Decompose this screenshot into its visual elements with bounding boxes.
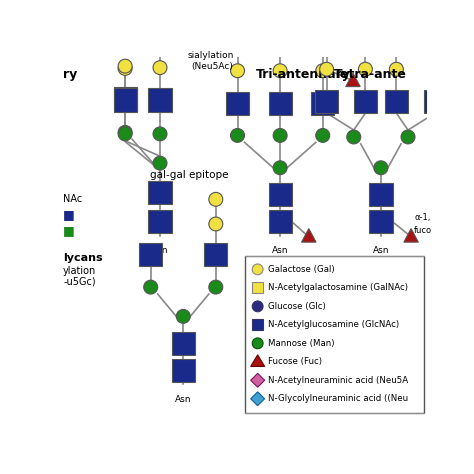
Text: Asn: Asn — [175, 395, 191, 404]
Bar — [369, 210, 392, 233]
Circle shape — [273, 128, 287, 142]
Text: ■: ■ — [63, 224, 75, 237]
Circle shape — [153, 127, 167, 141]
Text: ylation: ylation — [63, 266, 96, 276]
Circle shape — [316, 64, 330, 78]
Circle shape — [144, 280, 158, 294]
Circle shape — [209, 280, 223, 294]
Circle shape — [319, 62, 334, 76]
Circle shape — [401, 130, 415, 144]
Circle shape — [273, 161, 287, 175]
Polygon shape — [427, 34, 444, 51]
Text: ■: ■ — [63, 208, 75, 221]
Bar — [315, 90, 338, 113]
Circle shape — [118, 127, 132, 141]
Text: N-Acetylgalactosamine (GalNAc): N-Acetylgalactosamine (GalNAc) — [268, 283, 409, 292]
Circle shape — [118, 126, 132, 139]
Bar — [245, 255, 423, 413]
Polygon shape — [301, 228, 316, 242]
Text: N-Acetylglucosamine (GlcNAc): N-Acetylglucosamine (GlcNAc) — [268, 320, 400, 329]
Bar — [172, 332, 195, 355]
Bar — [369, 183, 392, 206]
Bar — [423, 90, 447, 113]
Bar — [354, 90, 377, 113]
Circle shape — [316, 36, 330, 50]
Text: sialylation: sialylation — [187, 51, 234, 60]
Circle shape — [273, 64, 287, 78]
Circle shape — [428, 62, 442, 76]
Circle shape — [209, 192, 223, 206]
Circle shape — [209, 217, 223, 231]
Text: Asn: Asn — [373, 246, 389, 255]
Bar — [268, 183, 292, 206]
Bar — [148, 210, 172, 233]
Bar — [148, 24, 172, 47]
Text: N-Glycolylneuraminic acid ((Neu: N-Glycolylneuraminic acid ((Neu — [268, 394, 409, 403]
Text: Tri-antennary: Tri-antennary — [256, 68, 351, 82]
Bar — [252, 319, 263, 330]
Bar — [113, 87, 137, 110]
Bar — [385, 90, 408, 113]
Bar — [226, 91, 249, 115]
Bar — [204, 243, 228, 266]
Circle shape — [252, 301, 263, 312]
Polygon shape — [314, 8, 331, 25]
Polygon shape — [251, 392, 264, 406]
Text: lycans: lycans — [63, 253, 103, 263]
Text: -u5Gc): -u5Gc) — [63, 276, 96, 286]
Text: Asn: Asn — [272, 246, 288, 255]
Bar — [172, 359, 195, 382]
Circle shape — [230, 64, 245, 78]
Circle shape — [390, 62, 403, 76]
Circle shape — [176, 310, 190, 323]
Text: Fucose (Fuc): Fucose (Fuc) — [268, 357, 322, 366]
Circle shape — [230, 128, 245, 142]
Polygon shape — [272, 36, 289, 52]
Circle shape — [153, 0, 167, 10]
Text: N-Acetylneuraminic acid (Neu5A: N-Acetylneuraminic acid (Neu5A — [268, 376, 409, 385]
Text: Tetra-ante: Tetra-ante — [334, 68, 407, 82]
Circle shape — [347, 130, 361, 144]
Text: Galactose (Gal): Galactose (Gal) — [268, 265, 335, 274]
Bar — [148, 89, 172, 111]
Text: (Neu5Ac): (Neu5Ac) — [192, 63, 234, 72]
Polygon shape — [388, 34, 405, 51]
Text: ry: ry — [63, 68, 77, 82]
Polygon shape — [318, 34, 335, 51]
Bar — [148, 181, 172, 204]
Circle shape — [374, 161, 388, 175]
Circle shape — [316, 128, 330, 142]
Polygon shape — [346, 73, 360, 87]
Bar — [113, 89, 137, 111]
Bar — [268, 91, 292, 115]
Polygon shape — [229, 36, 246, 52]
Circle shape — [358, 62, 373, 76]
Circle shape — [118, 59, 132, 73]
Bar — [146, 0, 174, 49]
Circle shape — [252, 264, 263, 275]
Polygon shape — [251, 374, 264, 387]
Bar — [311, 91, 334, 115]
Circle shape — [252, 338, 263, 349]
Circle shape — [153, 61, 167, 74]
Text: Mannose (Man): Mannose (Man) — [268, 339, 335, 348]
Polygon shape — [251, 355, 264, 366]
Text: NAc: NAc — [63, 194, 82, 204]
Circle shape — [118, 62, 132, 75]
Bar — [139, 243, 162, 266]
Text: Glucose (Glc): Glucose (Glc) — [268, 302, 326, 311]
Bar — [252, 283, 263, 293]
Polygon shape — [404, 228, 419, 242]
Text: fuco: fuco — [414, 227, 432, 236]
Polygon shape — [357, 34, 374, 51]
Text: Asn: Asn — [152, 246, 168, 255]
Text: gal-gal epitope: gal-gal epitope — [150, 170, 228, 180]
Text: α-1,: α-1, — [414, 213, 430, 222]
Circle shape — [153, 156, 167, 170]
Bar — [268, 210, 292, 233]
